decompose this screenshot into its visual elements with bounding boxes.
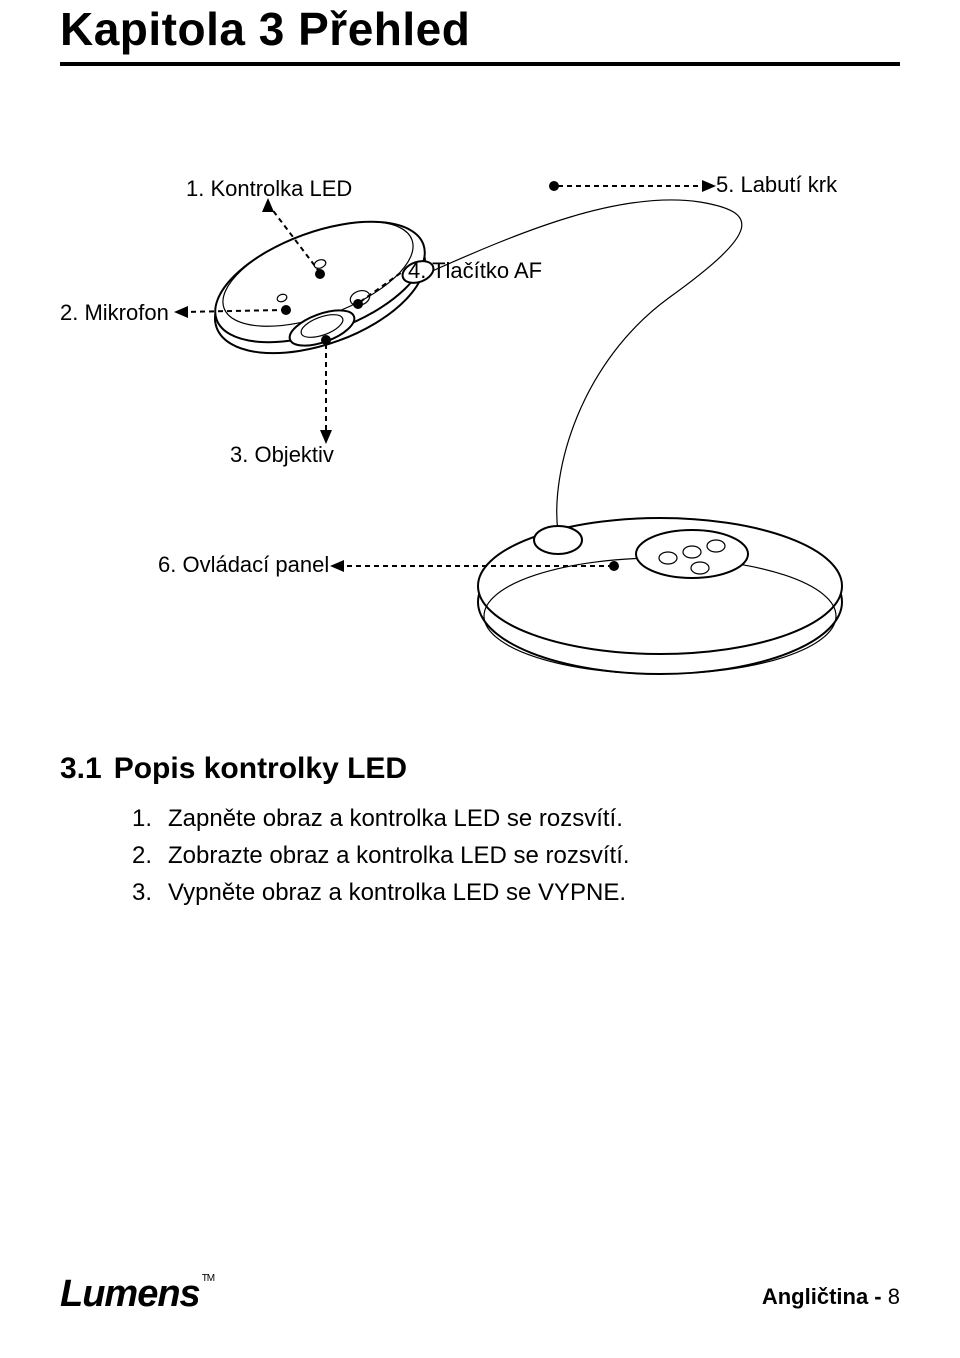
chapter-title: Kapitola 3 Přehled	[60, 0, 900, 56]
diagram-label-5: 5. Labutí krk	[716, 172, 837, 198]
title-rule	[60, 62, 900, 66]
diagram-label-4: 4. Tlačítko AF	[408, 258, 542, 284]
list-item-text: Zapněte obraz a kontrolka LED se rozsvít…	[168, 800, 623, 837]
list-item: 3. Vypněte obraz a kontrolka LED se VYPN…	[132, 874, 900, 911]
trademark-icon: TM	[202, 1273, 214, 1284]
list-item-text: Vypněte obraz a kontrolka LED se VYPNE.	[168, 874, 626, 911]
diagram-svg	[60, 122, 900, 712]
list-item-text: Zobrazte obraz a kontrolka LED se rozsví…	[168, 837, 630, 874]
page-number: Angličtina - 8	[762, 1284, 900, 1310]
list-item: 2. Zobrazte obraz a kontrolka LED se roz…	[132, 837, 900, 874]
section-number: 3.1	[60, 752, 102, 786]
section-list: 1. Zapněte obraz a kontrolka LED se rozs…	[132, 800, 900, 912]
list-item-num: 3.	[132, 874, 158, 911]
list-item-num: 1.	[132, 800, 158, 837]
section-title: Popis kontrolky LED	[114, 752, 407, 786]
page-label: Angličtina -	[762, 1284, 882, 1309]
device-diagram: 1. Kontrolka LED 2. Mikrofon 3. Objektiv…	[60, 122, 900, 712]
section-heading: 3.1 Popis kontrolky LED	[60, 752, 900, 786]
page-num: 8	[888, 1284, 900, 1309]
brand-text: Lumens	[60, 1273, 200, 1315]
diagram-label-2: 2. Mikrofon	[60, 300, 169, 326]
diagram-label-3: 3. Objektiv	[230, 442, 334, 468]
page: Kapitola 3 Přehled	[0, 0, 960, 1358]
diagram-label-6: 6. Ovládací panel	[158, 552, 329, 578]
list-item-num: 2.	[132, 837, 158, 874]
brand-logo: LumensTM	[60, 1273, 214, 1316]
diagram-label-1: 1. Kontrolka LED	[186, 176, 352, 202]
list-item: 1. Zapněte obraz a kontrolka LED se rozs…	[132, 800, 900, 837]
page-footer: LumensTM Angličtina - 8	[60, 1268, 900, 1316]
